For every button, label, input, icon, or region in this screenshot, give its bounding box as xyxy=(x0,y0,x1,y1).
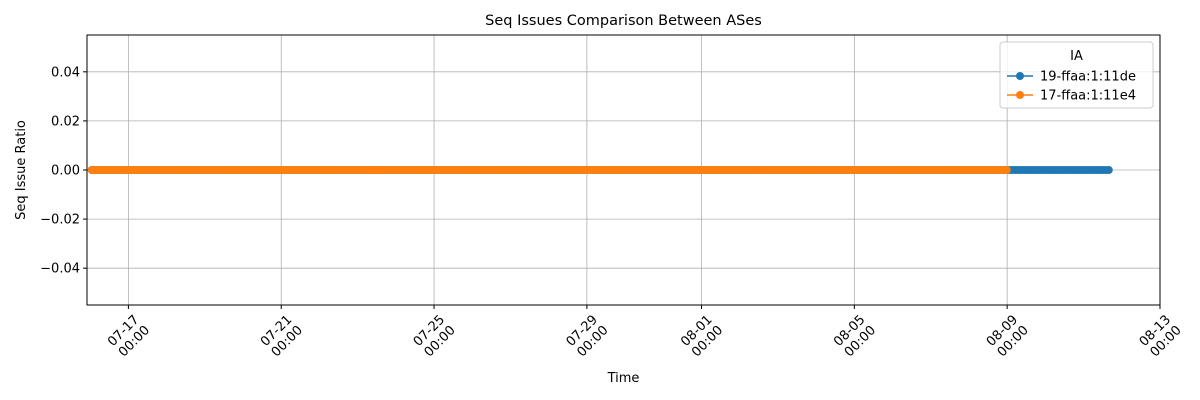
data-point xyxy=(1002,166,1011,174)
plot-series xyxy=(87,166,1113,174)
legend-item: 17-ffaa:1:11e4 xyxy=(1007,89,1136,104)
y-axis-label: Seq Issue Ratio xyxy=(14,120,29,220)
legend-label: 19-ffaa:1:11de xyxy=(1040,70,1136,85)
x-axis-label: Time xyxy=(607,371,640,386)
legend-box xyxy=(999,41,1154,109)
series-2 xyxy=(87,166,1011,174)
chart-title: Seq Issues Comparison Between ASes xyxy=(485,13,762,29)
legend-title: IA xyxy=(1070,49,1083,64)
y-tick-label: 0.04 xyxy=(51,65,80,80)
legend-marker xyxy=(1016,91,1024,99)
y-tick-label: −0.02 xyxy=(40,213,80,228)
legend: IA 19-ffaa:1:11de 17-ffaa:1:11e4 xyxy=(999,41,1154,109)
legend-item: 19-ffaa:1:11de xyxy=(1007,70,1136,85)
legend-marker xyxy=(1016,72,1024,80)
legend-label: 17-ffaa:1:11e4 xyxy=(1040,89,1136,104)
y-tick-label: 0.00 xyxy=(51,164,80,179)
data-point xyxy=(1104,166,1113,174)
y-tick-label: 0.02 xyxy=(51,114,80,129)
y-axis: 0.04 0.02 0.00 −0.02 −0.04 xyxy=(40,65,87,277)
y-tick-label: −0.04 xyxy=(40,262,80,277)
